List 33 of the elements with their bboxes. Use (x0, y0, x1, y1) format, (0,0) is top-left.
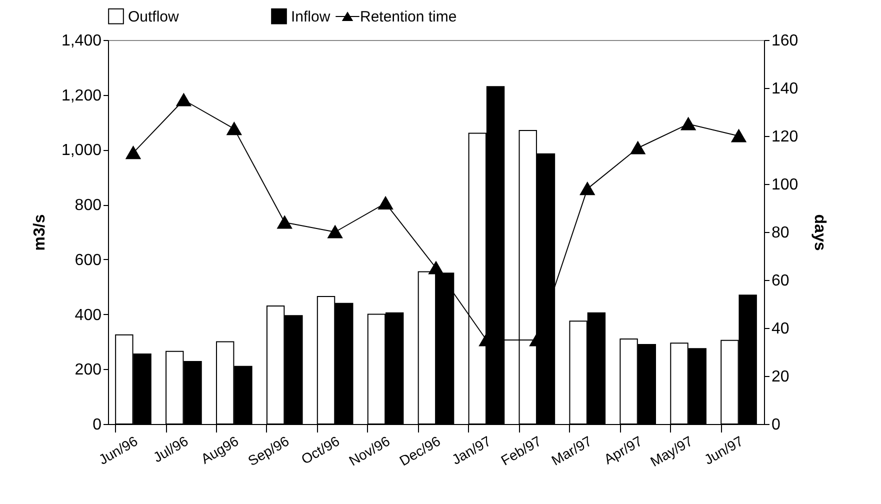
point (630, 142, 645, 154)
y2-tick-label: 120 (772, 128, 798, 146)
y2-tick-label: 80 (772, 224, 790, 242)
y-tick-label: 600 (74, 252, 102, 269)
point (681, 118, 696, 130)
y2-tick-label: 100 (772, 176, 798, 194)
point (126, 146, 140, 160)
y2-tick-label: 20 (772, 368, 790, 386)
y2-tick-label: 40 (772, 320, 790, 338)
y-tick-label: 1,000 (61, 142, 102, 160)
y-tick-label: 1,400 (61, 32, 102, 50)
point (428, 262, 444, 274)
y2-axis-title: days (811, 214, 828, 251)
legend-label: Inflow (291, 8, 330, 26)
legend-label: Outflow (128, 8, 180, 26)
point (176, 94, 191, 106)
y-tick-label: 0 (92, 416, 102, 434)
point (328, 226, 342, 238)
point (732, 130, 746, 142)
y2-tick-label: 160 (772, 32, 798, 50)
point (277, 216, 292, 229)
y2-tick-label: 0 (772, 416, 780, 434)
y-tick-label: 800 (74, 197, 102, 214)
y-tick-label: 1,200 (61, 87, 102, 104)
legend-label: Retention time (360, 8, 457, 26)
point (378, 196, 393, 210)
y2-tick-label: 60 (772, 272, 790, 290)
y2-tick-label: 140 (772, 80, 798, 98)
y-tick-label: 200 (74, 362, 102, 379)
point (227, 122, 242, 136)
y-axis-title: m3/s (31, 214, 48, 251)
point (580, 182, 595, 196)
y-tick-label: 400 (74, 306, 102, 324)
